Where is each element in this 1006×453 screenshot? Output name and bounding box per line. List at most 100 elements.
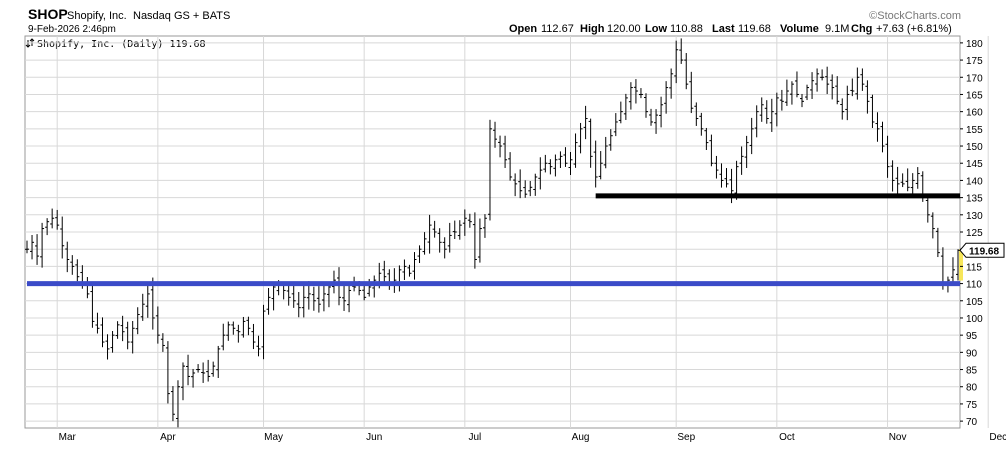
price-bar bbox=[508, 152, 513, 181]
price-bar bbox=[694, 102, 699, 126]
price-bar bbox=[649, 108, 654, 126]
price-bar bbox=[321, 284, 326, 312]
y-tick-label: 75 bbox=[966, 400, 978, 411]
x-tick-label: Dec bbox=[989, 432, 1006, 443]
high-value: 120.00 bbox=[607, 23, 641, 35]
price-bar bbox=[568, 152, 573, 176]
price-bar bbox=[25, 240, 29, 254]
y-tick-label: 90 bbox=[966, 348, 978, 359]
price-bar bbox=[135, 307, 140, 335]
price-bar bbox=[774, 92, 779, 127]
price-bar bbox=[709, 134, 714, 167]
price-bar bbox=[528, 180, 533, 197]
price-bar bbox=[211, 361, 216, 377]
price-bar bbox=[885, 135, 890, 178]
price-bar bbox=[563, 147, 568, 167]
price-bar bbox=[462, 209, 467, 236]
y-tick-label: 115 bbox=[966, 262, 982, 273]
quote-strip: Open 112.67 High 120.00 Low 110.88 Last … bbox=[509, 23, 952, 35]
price-bar bbox=[623, 93, 628, 120]
x-axis: MarAprMayJunJulAugSepOctNovDec2026Feb bbox=[59, 432, 1006, 443]
y-tick-label: 160 bbox=[966, 108, 983, 119]
price-bar bbox=[633, 79, 638, 104]
price-bar bbox=[35, 234, 40, 265]
price-bar bbox=[613, 113, 618, 137]
price-bar bbox=[432, 220, 437, 238]
price-bar bbox=[407, 264, 412, 277]
price-bar bbox=[447, 222, 452, 253]
price-bar bbox=[664, 81, 669, 114]
x-tick-label: Oct bbox=[779, 432, 795, 443]
price-bar bbox=[810, 72, 815, 99]
timestamp-label: 9-Feb-2026 2:46pm bbox=[28, 24, 116, 35]
price-bar bbox=[493, 121, 498, 148]
last-label: Last bbox=[712, 23, 735, 35]
price-bar bbox=[271, 283, 276, 311]
price-bar bbox=[593, 140, 598, 188]
price-bar bbox=[900, 173, 905, 188]
price-bar bbox=[437, 228, 442, 253]
price-bar bbox=[950, 257, 955, 285]
legend-text: Shopify, Inc. (Daily) 119.68 bbox=[37, 39, 206, 50]
y-tick-label: 110 bbox=[966, 280, 982, 291]
price-bar bbox=[779, 89, 784, 111]
price-bar bbox=[186, 354, 191, 386]
price-bar bbox=[477, 218, 482, 263]
last-price-label: 119.68 bbox=[969, 246, 999, 257]
y-tick-label: 170 bbox=[966, 73, 983, 84]
exchange-label: Nasdaq GS + BATS bbox=[133, 10, 230, 22]
price-bar bbox=[840, 98, 845, 120]
price-bar bbox=[311, 286, 316, 311]
price-bar bbox=[764, 100, 769, 124]
y-tick-label: 135 bbox=[966, 194, 983, 205]
low-value: 110.88 bbox=[670, 23, 703, 35]
price-bar bbox=[895, 166, 900, 195]
price-bar bbox=[935, 227, 940, 258]
ohlc-legend-icon bbox=[25, 38, 35, 48]
price-bar bbox=[170, 386, 175, 422]
price-bar bbox=[754, 105, 759, 138]
price-bar bbox=[875, 112, 880, 142]
y-tick-label: 105 bbox=[966, 297, 983, 308]
price-bar bbox=[538, 157, 543, 190]
price-bar bbox=[452, 220, 457, 240]
y-tick-label: 155 bbox=[966, 125, 983, 136]
price-bar bbox=[206, 359, 211, 382]
grid-lines bbox=[25, 36, 989, 428]
price-bar bbox=[573, 133, 578, 168]
price-bar bbox=[100, 317, 105, 348]
price-bar bbox=[799, 93, 804, 108]
price-bar bbox=[553, 154, 558, 177]
price-bar bbox=[724, 168, 729, 188]
y-tick-label: 145 bbox=[966, 159, 983, 170]
price-bar bbox=[548, 159, 553, 175]
price-bar bbox=[608, 129, 613, 151]
last-price-tag: 119.68 bbox=[959, 242, 1005, 258]
price-bar bbox=[679, 38, 684, 64]
price-bar bbox=[784, 79, 789, 106]
price-bar bbox=[65, 241, 70, 273]
price-bar bbox=[533, 173, 538, 196]
price-bar bbox=[598, 151, 603, 180]
price-bar bbox=[654, 109, 659, 134]
price-bar bbox=[241, 316, 246, 338]
price-bar bbox=[588, 118, 593, 168]
price-bar bbox=[855, 67, 860, 100]
price-bar bbox=[815, 68, 820, 92]
price-bar bbox=[402, 259, 407, 280]
price-bar bbox=[689, 71, 694, 114]
price-bar bbox=[719, 163, 724, 188]
price-bar bbox=[301, 285, 306, 318]
y-tick-label: 150 bbox=[966, 142, 983, 153]
price-bar bbox=[150, 277, 155, 330]
price-bar bbox=[55, 209, 60, 230]
last-price-box bbox=[959, 242, 1005, 258]
price-bar bbox=[105, 334, 110, 360]
x-tick-label: Jun bbox=[366, 432, 382, 443]
price-bar bbox=[930, 212, 935, 239]
x-tick-label: May bbox=[264, 432, 283, 443]
price-bar bbox=[125, 321, 130, 350]
price-bar bbox=[910, 173, 915, 195]
